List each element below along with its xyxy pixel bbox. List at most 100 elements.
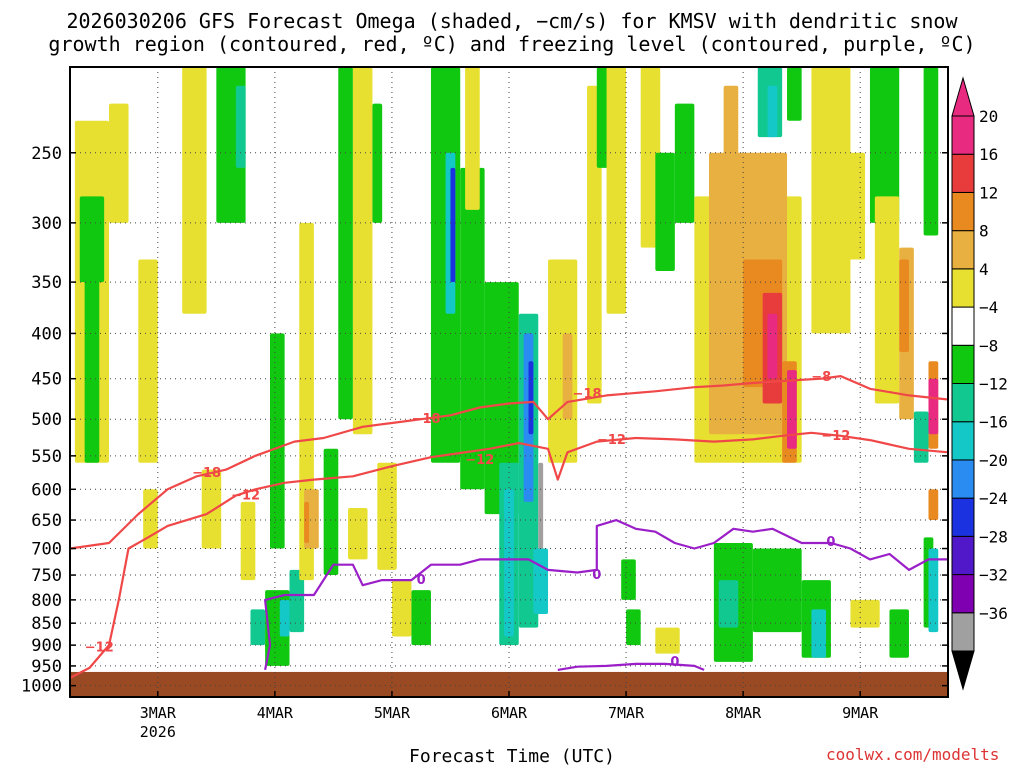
colorbar-band — [951, 268, 975, 308]
omega-cell — [928, 489, 939, 521]
omega-cell — [923, 67, 939, 236]
omega-cell — [928, 548, 939, 633]
y-tick-label: 900 — [31, 636, 62, 656]
omega-cell — [279, 599, 290, 637]
colorbar-max-triangle — [951, 76, 975, 117]
dgz-contour-label: −18 — [412, 412, 441, 427]
omega-cell — [182, 67, 207, 314]
colorbar-band — [951, 153, 975, 193]
dgz-contour-line — [69, 431, 949, 679]
colorbar-label: −12 — [979, 375, 1008, 394]
omega-cell — [752, 548, 802, 633]
colorbar-label: 4 — [979, 260, 989, 279]
dgz-contour-line — [69, 375, 949, 550]
colorbar-label: −8 — [979, 336, 998, 355]
dgz-contour-label: −12 — [821, 429, 850, 444]
omega-cell — [626, 609, 641, 646]
colorbar-band — [951, 115, 975, 155]
y-tick-label: 300 — [31, 214, 62, 234]
omega-cell — [811, 609, 827, 658]
omega-cell — [850, 599, 880, 628]
colorbar-band — [951, 383, 975, 423]
omega-cell — [899, 259, 909, 353]
omega-cell — [465, 67, 480, 210]
omega-shading — [74, 67, 939, 666]
omega-cell — [548, 259, 578, 463]
colorbar-band — [951, 230, 975, 270]
colorbar-label: −16 — [979, 413, 1008, 432]
y-tick-label: 950 — [31, 657, 62, 677]
omega-cell — [655, 627, 680, 654]
omega-cell — [450, 167, 456, 283]
y-tick-label: 350 — [31, 273, 62, 293]
omega-cell — [391, 580, 412, 637]
colorbar-label: 12 — [979, 183, 998, 202]
colorbar-label: −20 — [979, 451, 1008, 470]
omega-cell — [928, 378, 939, 435]
colorbar-band — [951, 497, 975, 537]
y-tick-label: 600 — [31, 480, 62, 500]
dgz-contour-label: −18 — [573, 387, 602, 402]
y-tick-label: 450 — [31, 370, 62, 390]
x-tick-label: 9MAR — [842, 704, 879, 722]
colorbar-label: 16 — [979, 145, 998, 164]
x-tick-label: 6MAR — [491, 704, 528, 722]
colorbar: 20 16 12 8 4 −4 −8 −12 −16 −20 −24 −28 −32 −36 — [951, 76, 1008, 691]
omega-cell — [352, 67, 373, 435]
dgz-contour-label: −12 — [597, 433, 626, 448]
contours: −18 −18 −18 −8 −12 −12 −12 −12 −12 0 0 0 0 — [69, 370, 949, 679]
omega-cell — [718, 580, 739, 628]
omega-cell — [138, 259, 158, 463]
dgz-contour-label: −8 — [811, 370, 831, 385]
colorbar-label: 20 — [979, 107, 998, 126]
omega-cell — [655, 152, 675, 271]
omega-cell — [201, 469, 222, 549]
grid — [70, 67, 948, 697]
colorbar-label: −32 — [979, 566, 1008, 585]
omega-cell — [913, 411, 929, 463]
y-tick-label: 250 — [31, 144, 62, 164]
omega-cell — [411, 590, 431, 646]
omega-cell — [460, 167, 485, 490]
y-axis: 2503003504004505005506006507007508008509… — [21, 144, 948, 697]
y-tick-label: 700 — [31, 540, 62, 560]
omega-cell — [269, 333, 285, 549]
x-tick-label: 4MAR — [257, 704, 294, 722]
omega-cell — [674, 103, 695, 223]
chart-title-line-2: growth region (contoured, red, ºC) and f… — [48, 32, 976, 56]
dgz-contour-label: −18 — [192, 466, 221, 481]
credit-link[interactable]: coolwx.com/modelts — [826, 745, 1000, 764]
freezing-contour-label: 0 — [417, 573, 426, 588]
omega-cell — [874, 196, 900, 404]
dgz-contour-label: −12 — [85, 640, 114, 655]
omega-cell — [109, 103, 129, 223]
y-tick-label: 750 — [31, 566, 62, 586]
omega-cell — [787, 370, 797, 449]
colorbar-band — [951, 191, 975, 232]
omega-cell — [869, 67, 900, 223]
omega-cell — [840, 152, 866, 260]
omega-cell — [250, 609, 266, 646]
omega-cell — [723, 85, 739, 197]
omega-cell — [606, 67, 627, 314]
y-tick-label: 400 — [31, 324, 62, 344]
y-tick-label: 550 — [31, 447, 62, 467]
colorbar-band — [951, 574, 975, 614]
omega-cell — [338, 67, 353, 420]
colorbar-label: −28 — [979, 527, 1008, 546]
colorbar-band — [951, 421, 975, 461]
x-tick-label: 3MAR — [140, 704, 177, 722]
y-tick-label: 800 — [31, 591, 62, 611]
omega-cell — [240, 501, 256, 581]
x-tick-label: 5MAR — [374, 704, 411, 722]
omega-cell — [235, 85, 246, 168]
omega-cell — [787, 67, 802, 121]
freezing-contour-label: 0 — [592, 568, 601, 583]
x-axis-title: Forecast Time (UTC) — [409, 746, 615, 767]
omega-cell — [377, 462, 397, 570]
y-tick-label: 850 — [31, 614, 62, 634]
x-tick-label: 7MAR — [608, 704, 645, 722]
chart-title-line-1: 2026030206 GFS Forecast Omega (shaded, −… — [66, 9, 958, 33]
omega-cell — [348, 508, 368, 560]
